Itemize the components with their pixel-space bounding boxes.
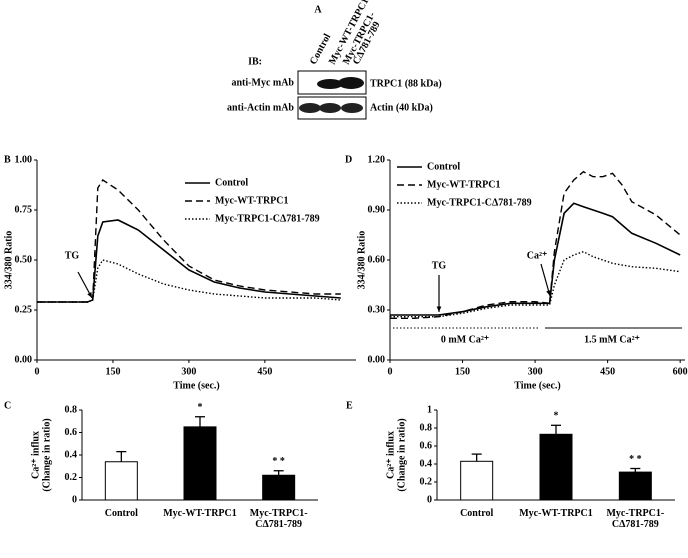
significance: * (198, 402, 203, 413)
legend-label: Myc-TRPC1-CΔ781-789 (215, 213, 320, 224)
legend-label: Myc-TRPC1-CΔ781-789 (427, 197, 532, 208)
bar (262, 474, 296, 501)
y-tick-label: 0.8 (65, 404, 78, 415)
significance: * * (629, 454, 642, 465)
antibody: anti-Actin mAb (227, 102, 294, 113)
annotation: Ca²⁺ (527, 250, 548, 261)
y-tick-label: 1.00 (15, 154, 33, 165)
x-tick-label: 300 (181, 366, 196, 377)
y-axis-label: Ca²⁺ influx (30, 431, 41, 479)
legend-label: Myc-WT-TRPC1 (215, 195, 289, 206)
y-tick-label: 0.50 (15, 254, 33, 265)
y-tick-label: 0.4 (420, 458, 433, 469)
panel-label: E (346, 400, 353, 411)
band (338, 77, 364, 89)
y-tick-label: 0 (72, 494, 77, 505)
y-tick-label: 0.60 (368, 254, 386, 265)
band (299, 103, 321, 113)
annotation: TG (432, 260, 447, 271)
x-tick-label: 150 (105, 366, 120, 377)
y-tick-label: 0.00 (15, 354, 33, 365)
band (319, 103, 341, 113)
x-tick-label: Myc-TRPC1-CΔ781-789 (606, 508, 665, 530)
series-line (37, 179, 341, 303)
annotation: TG (65, 250, 80, 261)
series-line (390, 202, 681, 316)
y-tick-label: 0.2 (65, 472, 78, 483)
y-axis-label: (Change in ratio) (396, 418, 407, 491)
y-tick-label: 0.6 (420, 440, 433, 451)
x-tick-label: 150 (455, 366, 470, 377)
bar (460, 460, 494, 501)
panel-label: A (314, 4, 322, 15)
significance: * * (272, 456, 285, 467)
y-tick-label: 0.00 (368, 354, 386, 365)
y-tick-label: 0.25 (15, 304, 33, 315)
x-tick-label: 300 (528, 366, 543, 377)
series-line (390, 250, 681, 318)
y-tick-label: 0.30 (368, 304, 386, 315)
series-line (390, 170, 681, 319)
y-tick-label: 0 (427, 494, 432, 505)
y-tick-label: 1 (427, 404, 432, 415)
x-axis-label: Time (sec.) (173, 380, 219, 391)
x-tick-label: Myc-WT-TRPC1 (519, 508, 593, 519)
legend-label: Control (427, 161, 460, 172)
x-axis-label: Time (sec.) (514, 380, 560, 391)
y-axis-label: 334/380 Ratio (356, 231, 367, 290)
arrow-head (546, 290, 551, 296)
y-tick-label: 0.2 (420, 476, 433, 487)
panel-label: B (4, 154, 11, 165)
bar (539, 433, 573, 501)
series-line (37, 259, 341, 303)
legend-label: Myc-WT-TRPC1 (427, 179, 501, 190)
arrow (540, 263, 551, 297)
y-tick-label: 0.4 (65, 449, 78, 460)
x-tick-label: Myc-TRPC1-CΔ781-789 (249, 508, 308, 530)
y-tick-label: 1.20 (368, 154, 386, 165)
band-label: Actin (40 kDa) (370, 102, 433, 113)
band (317, 79, 343, 89)
x-tick-label: Control (104, 508, 138, 519)
arrow-head (87, 292, 92, 298)
bar (183, 426, 217, 501)
legend-label: Control (215, 177, 248, 188)
y-axis-label: (Change in ratio) (41, 418, 52, 491)
antibody: anti-Myc mAb (232, 77, 295, 88)
y-tick-label: 0.75 (15, 204, 33, 215)
y-axis-label: 334/380 Ratio (3, 231, 14, 290)
x-tick-label: 0 (388, 366, 393, 377)
x-tick-label: 0 (35, 366, 40, 377)
band (341, 103, 363, 113)
ib-label: IB: (248, 56, 262, 67)
x-tick-label: 600 (673, 366, 688, 377)
panel-label: D (345, 154, 352, 165)
annotation: 1.5 mM Ca²⁺ (584, 334, 640, 345)
x-tick-label: 450 (257, 366, 272, 377)
bar (104, 461, 138, 501)
panel-label: C (4, 400, 11, 411)
annotation: 0 mM Ca²⁺ (441, 334, 489, 345)
bar (618, 471, 652, 501)
significance: * (554, 411, 559, 422)
x-tick-label: 450 (600, 366, 615, 377)
band-label: TRPC1 (88 kDa) (370, 78, 442, 89)
y-tick-label: 0.8 (420, 422, 433, 433)
y-tick-label: 0.6 (65, 427, 78, 438)
y-tick-label: 0.90 (368, 204, 386, 215)
x-tick-label: Control (460, 508, 494, 519)
y-axis-label: Ca²⁺ influx (385, 431, 396, 479)
arrow-head (436, 306, 442, 312)
series-line (37, 219, 341, 303)
x-tick-label: Myc-WT-TRPC1 (163, 508, 237, 519)
